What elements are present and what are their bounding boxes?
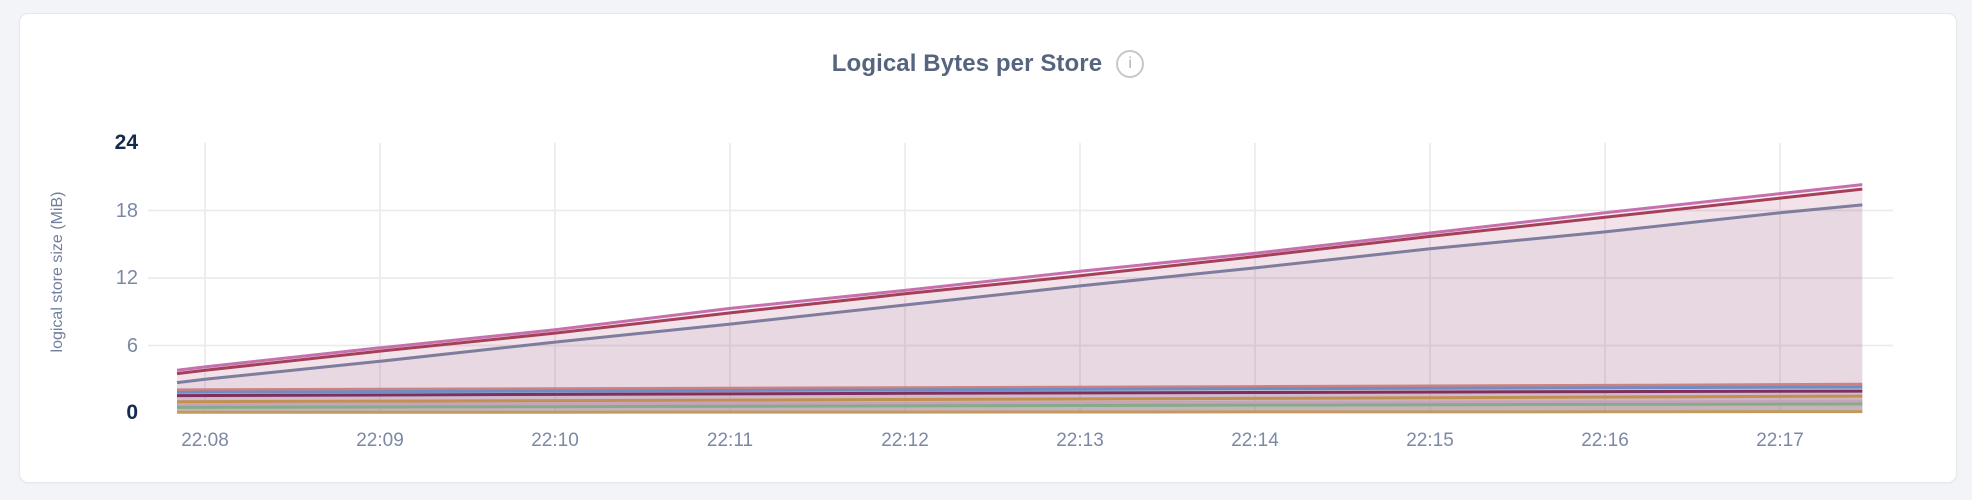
x-tick-label-22:11: 22:11 xyxy=(706,430,754,451)
chart-title: Logical Bytes per Store xyxy=(831,50,1103,77)
x-tick-label-22:17: 22:17 xyxy=(1756,430,1804,451)
series-area-store-darkred xyxy=(177,189,1863,413)
x-tick-label-22:15: 22:15 xyxy=(1406,430,1454,451)
x-tick-label-22:13: 22:13 xyxy=(1056,430,1104,451)
x-tick-label-22:16: 22:16 xyxy=(1581,430,1629,451)
series-line-store-pink xyxy=(176,183,1863,372)
series-line-store-green xyxy=(176,402,1863,409)
y-tick-label-0: 0 xyxy=(126,401,138,424)
y-tick-label-12: 12 xyxy=(115,267,138,289)
y-tick-label-24: 24 xyxy=(114,131,138,154)
x-tick-label-22:14: 22:14 xyxy=(1231,430,1279,451)
series-line-store-blue xyxy=(176,385,1863,394)
series-line-store-magenta xyxy=(176,389,1863,398)
y-tick-label-18: 18 xyxy=(115,199,138,222)
series-line-store-tan xyxy=(176,410,1863,414)
x-tick-label-22:12: 22:12 xyxy=(881,430,929,451)
series-line-store-darkred xyxy=(176,187,1863,376)
chart-header: Logical Bytes per Store i xyxy=(20,48,1956,80)
info-icon[interactable]: i xyxy=(1116,50,1145,78)
x-tick-label-22:10: 22:10 xyxy=(531,430,579,451)
series-line-store-gold xyxy=(176,394,1863,404)
chart-hover-region[interactable] xyxy=(148,143,1893,414)
x-tick-label-22:08: 22:08 xyxy=(181,430,229,451)
series-area-store-slate xyxy=(177,204,1863,413)
series-line-store-mauve xyxy=(176,399,1863,407)
series-line-store-salmon xyxy=(176,382,1863,392)
series-area-store-pink xyxy=(177,184,1863,413)
y-tick-label-6: 6 xyxy=(126,334,138,357)
series-line-store-slate xyxy=(176,203,1863,385)
x-tick-label-22:09: 22:09 xyxy=(356,430,404,451)
